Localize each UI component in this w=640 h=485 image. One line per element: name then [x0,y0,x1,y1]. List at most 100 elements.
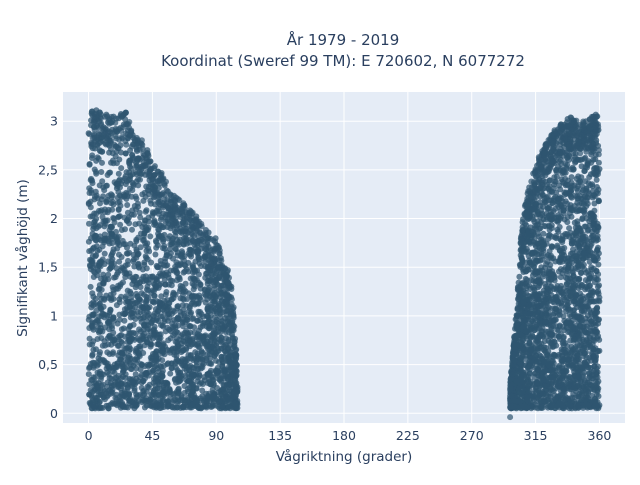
scatter-point [158,335,164,341]
scatter-point [124,202,130,208]
scatter-point [179,248,185,254]
scatter-point [179,362,185,368]
scatter-point [118,281,124,287]
scatter-point [133,179,139,185]
scatter-point [198,263,204,269]
scatter-point [545,252,551,258]
scatter-point [110,199,116,205]
scatter-point [88,248,94,254]
scatter-point [204,352,210,358]
scatter-point [210,377,216,383]
scatter-point [132,386,138,392]
scatter-point [195,309,201,315]
scatter-point [177,378,183,384]
scatter-point [129,152,135,158]
scatter-point [110,330,116,336]
scatter-point [183,281,189,287]
scatter-point [184,340,190,346]
scatter-point [104,135,110,141]
scatter-point [94,396,100,402]
scatter-point [190,388,196,394]
scatter-point [215,404,221,410]
scatter-point [100,184,106,190]
scatter-point [159,170,165,176]
scatter-point [146,326,152,332]
scatter-point [165,306,171,312]
scatter-point [153,306,159,312]
scatter-point [136,221,142,227]
scatter-point [595,386,601,392]
scatter-point [591,208,597,214]
scatter-point [109,264,115,270]
scatter-point [160,245,166,251]
scatter-point [194,318,200,324]
scatter-point [594,177,600,183]
scatter-point [194,228,200,234]
scatter-point [185,260,191,266]
scatter-point [169,347,175,353]
scatter-point [108,307,114,313]
scatter-point [116,312,122,318]
scatter-point [122,334,128,340]
scatter-point [579,308,585,314]
scatter-point [93,237,99,243]
scatter-point [570,270,576,276]
scatter-point [115,183,121,189]
scatter-point [170,211,176,217]
scatter-point [201,361,207,367]
scatter-point [156,194,162,200]
scatter-point [202,246,208,252]
scatter-point [206,314,212,320]
scatter-point [184,358,190,364]
scatter-point [86,131,92,137]
scatter-point [108,292,114,298]
scatter-point [192,240,198,246]
scatter-point [141,152,147,158]
scatter-point [196,272,202,278]
scatter-point [147,335,153,341]
scatter-point [217,368,223,374]
scatter-point [117,213,123,219]
scatter-point [123,371,129,377]
scatter-point [141,397,147,403]
scatter-point [145,284,151,290]
scatter-point [180,204,186,210]
scatter-point [116,171,122,177]
scatter-point [153,245,159,251]
scatter-point [177,373,183,379]
scatter-point [144,240,150,246]
scatter-point [136,265,142,271]
scatter-point [98,276,104,282]
scatter-point [90,231,96,237]
scatter-point [193,217,199,223]
scatter-point [134,196,140,202]
scatter-point [133,371,139,377]
scatter-point [109,130,115,136]
scatter-point [153,286,159,292]
scatter-point [590,157,596,163]
scatter-point [113,143,119,149]
scatter-point [224,388,230,394]
scatter-point [136,143,142,149]
scatter-point [138,167,144,173]
scatter-point [233,347,239,353]
scatter-point [122,241,128,247]
scatter-point [116,206,122,212]
scatter-point [227,319,233,325]
scatter-point [100,343,106,349]
scatter-point [139,333,145,339]
scatter-point [131,379,137,385]
scatter-point [156,341,162,347]
scatter-point [221,373,227,379]
scatter-point [122,138,128,144]
scatter-point [101,394,107,400]
scatter-point [105,272,111,278]
scatter-point [586,272,592,278]
scatter-point [160,389,166,395]
scatter-point [119,392,125,398]
scatter-point [139,372,145,378]
scatter-point [220,327,226,333]
scatter-point [130,171,136,177]
scatter-point [147,233,153,239]
scatter-point [190,394,196,400]
